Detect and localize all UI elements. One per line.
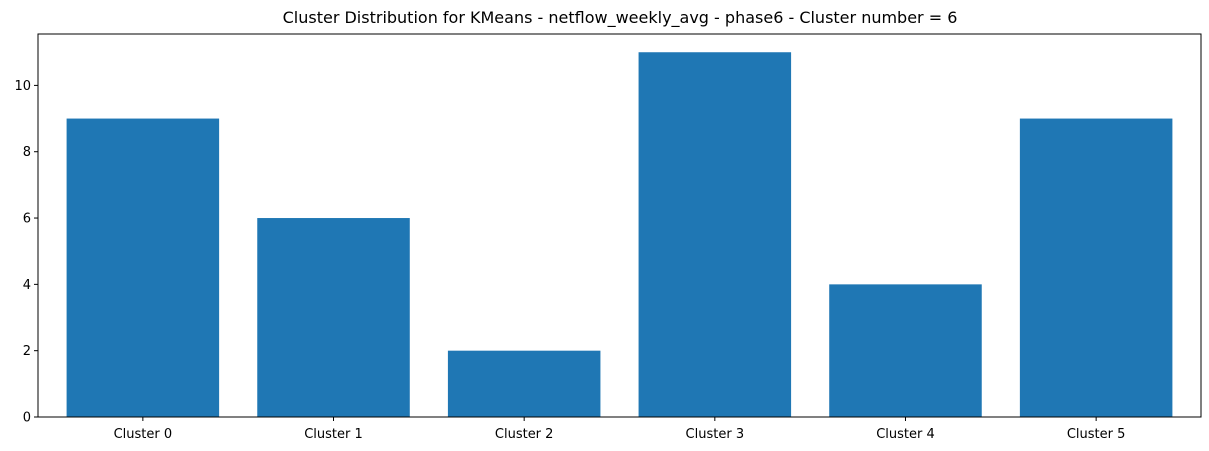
x-tick-label: Cluster 1 bbox=[304, 427, 363, 442]
bar-cluster-4 bbox=[829, 284, 982, 417]
x-tick-label: Cluster 3 bbox=[686, 427, 745, 442]
axes-frame bbox=[37, 33, 1202, 418]
chart-title: Cluster Distribution for KMeans - netflo… bbox=[283, 8, 958, 28]
y-tick-label: 10 bbox=[14, 79, 31, 94]
bar-cluster-0 bbox=[66, 118, 220, 417]
x-tick-label: Cluster 2 bbox=[495, 427, 554, 442]
bar-cluster-1 bbox=[257, 218, 410, 417]
x-tick-label: Cluster 0 bbox=[114, 427, 173, 442]
x-tick-label: Cluster 4 bbox=[876, 427, 935, 442]
y-tick-label: 6 bbox=[23, 212, 31, 227]
bar-cluster-3 bbox=[638, 52, 792, 417]
y-tick-label: 0 bbox=[23, 411, 31, 426]
bar-cluster-2 bbox=[447, 350, 601, 417]
y-tick-label: 4 bbox=[23, 278, 31, 293]
x-tick-label: Cluster 5 bbox=[1067, 427, 1126, 442]
y-tick-label: 2 bbox=[23, 344, 31, 359]
y-tick-label: 8 bbox=[23, 145, 31, 160]
plot-area: 0 2 4 6 8 10 Cluster 0 Cluster 1 Cluster 2 Cluste… bbox=[14, 33, 1202, 442]
bar-cluster-5 bbox=[1019, 118, 1173, 417]
